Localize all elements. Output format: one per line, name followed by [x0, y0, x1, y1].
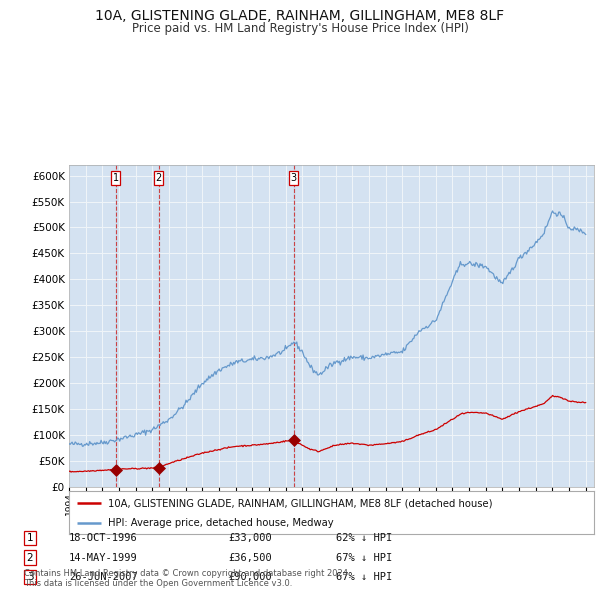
- Text: HPI: Average price, detached house, Medway: HPI: Average price, detached house, Medw…: [109, 519, 334, 528]
- Text: 14-MAY-1999: 14-MAY-1999: [69, 553, 138, 562]
- Text: 2: 2: [155, 173, 161, 183]
- Bar: [158, 165, 293, 487]
- Text: 10A, GLISTENING GLADE, RAINHAM, GILLINGHAM, ME8 8LF (detached house): 10A, GLISTENING GLADE, RAINHAM, GILLINGH…: [109, 499, 493, 509]
- Text: 26-JUN-2007: 26-JUN-2007: [69, 572, 138, 582]
- Text: 1: 1: [113, 173, 119, 183]
- Text: 3: 3: [290, 173, 297, 183]
- Bar: [293, 165, 594, 487]
- Text: £36,500: £36,500: [228, 553, 272, 562]
- Text: 2: 2: [26, 553, 34, 562]
- Text: £33,000: £33,000: [228, 533, 272, 543]
- Text: 67% ↓ HPI: 67% ↓ HPI: [336, 553, 392, 562]
- Text: 3: 3: [26, 572, 34, 582]
- Bar: [69, 165, 116, 487]
- Text: 1: 1: [26, 533, 34, 543]
- Text: Contains HM Land Registry data © Crown copyright and database right 2024.
This d: Contains HM Land Registry data © Crown c…: [24, 569, 350, 588]
- Text: Price paid vs. HM Land Registry's House Price Index (HPI): Price paid vs. HM Land Registry's House …: [131, 22, 469, 35]
- Text: £90,000: £90,000: [228, 572, 272, 582]
- Text: 62% ↓ HPI: 62% ↓ HPI: [336, 533, 392, 543]
- Text: 67% ↓ HPI: 67% ↓ HPI: [336, 572, 392, 582]
- Text: 10A, GLISTENING GLADE, RAINHAM, GILLINGHAM, ME8 8LF: 10A, GLISTENING GLADE, RAINHAM, GILLINGH…: [95, 9, 505, 23]
- Bar: [116, 165, 158, 487]
- Text: 18-OCT-1996: 18-OCT-1996: [69, 533, 138, 543]
- Bar: [69, 165, 116, 487]
